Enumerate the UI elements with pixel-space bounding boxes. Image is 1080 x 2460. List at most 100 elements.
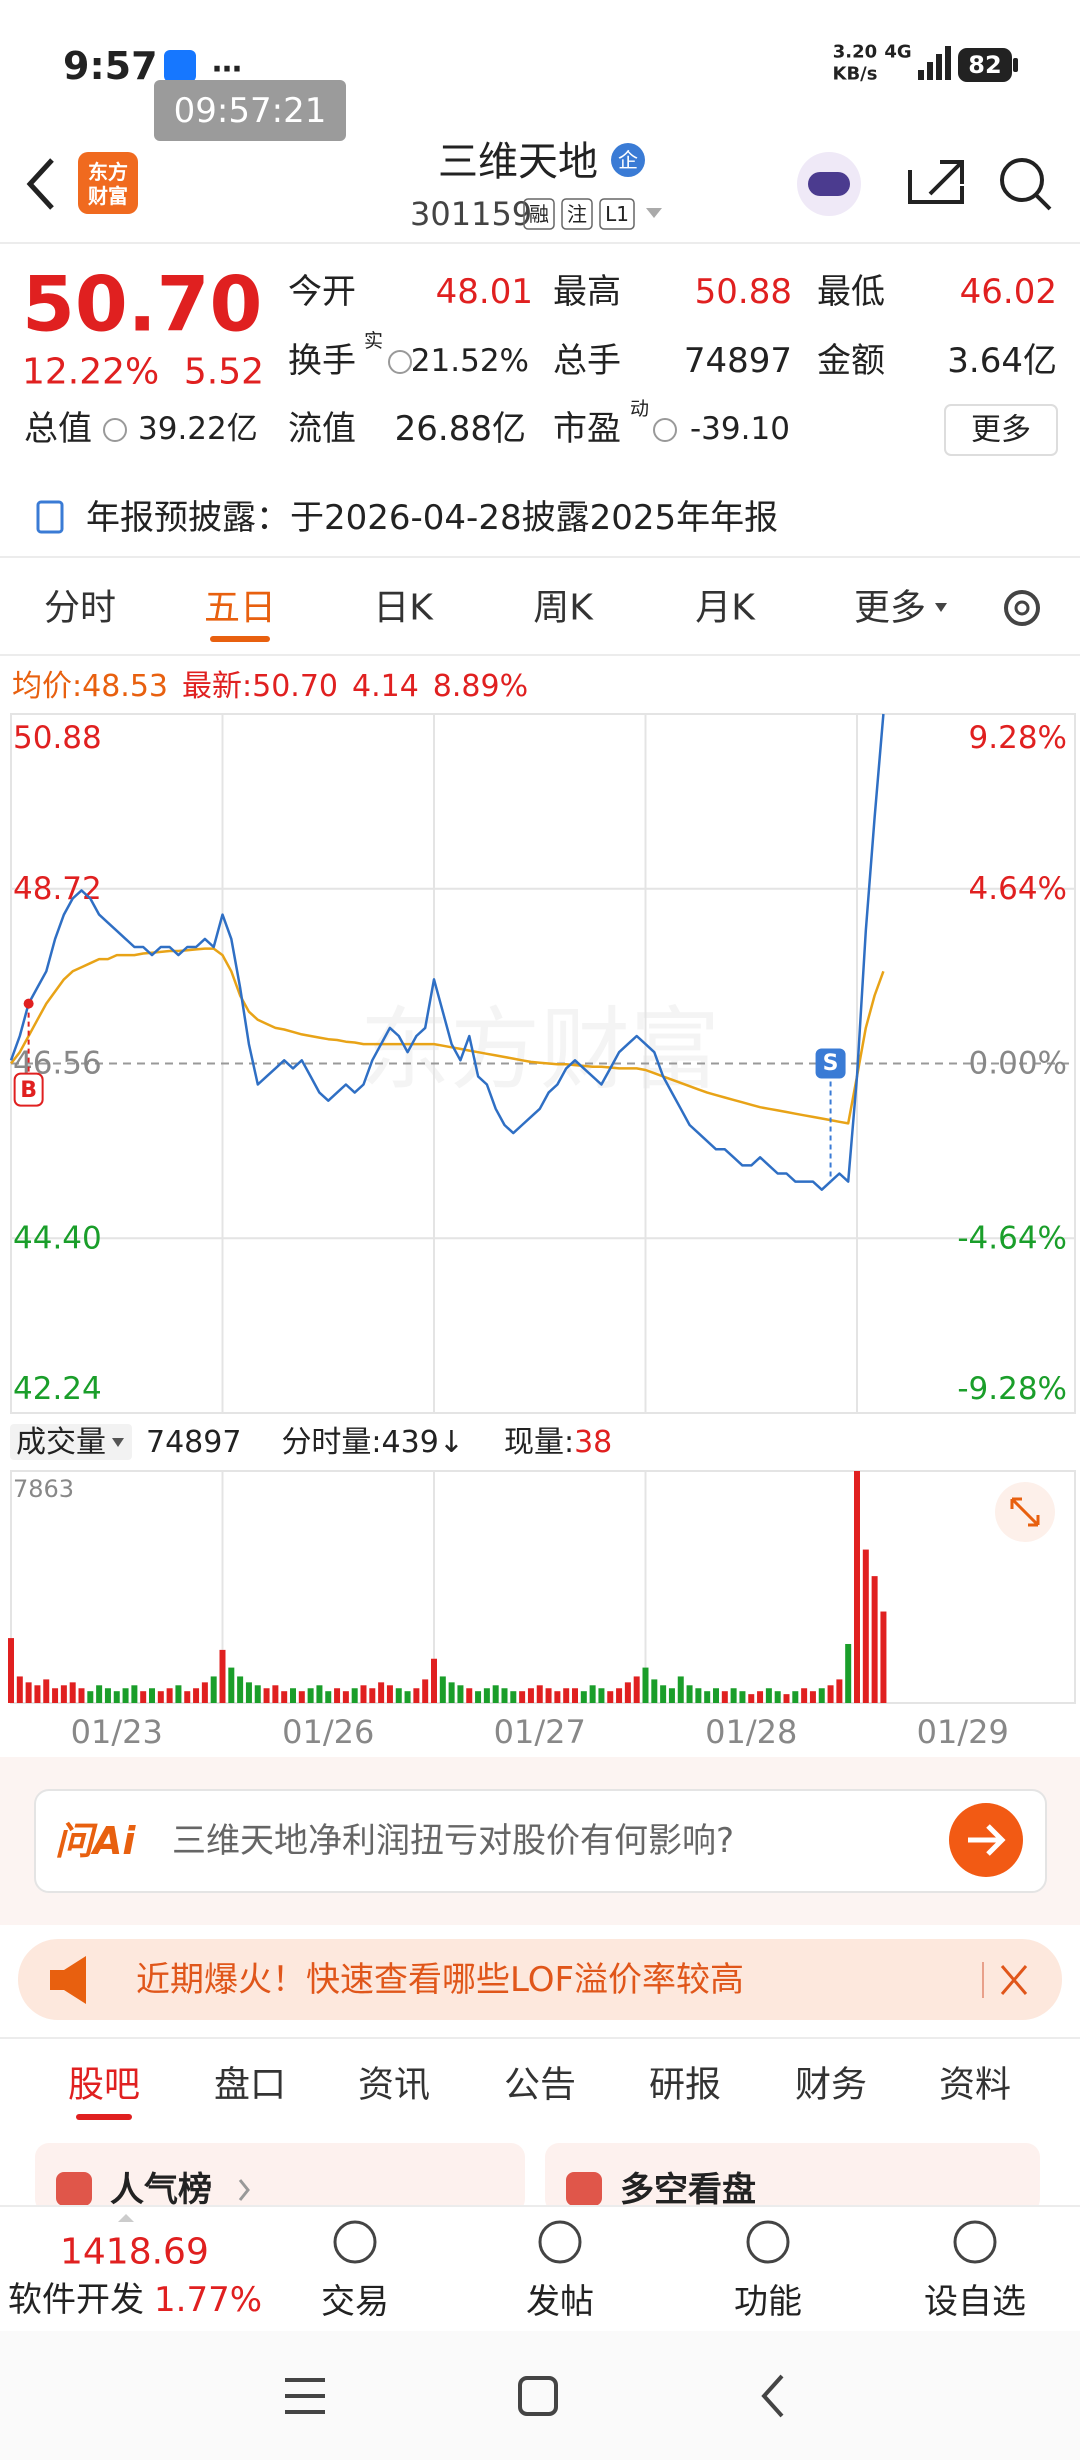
volume-bar: [695, 1688, 702, 1703]
tick-volume: 分时量:439↓: [281, 1425, 464, 1460]
volume-tick-label: 7863: [13, 1475, 74, 1503]
logo-text: 财富: [88, 184, 128, 208]
dropdown-arrow[interactable]: [646, 208, 662, 218]
share-icon[interactable]: [908, 160, 964, 204]
volume-bar: [748, 1694, 755, 1703]
action-icon[interactable]: [333, 2220, 377, 2264]
net-unit: KB/s: [833, 64, 878, 85]
period-tab[interactable]: 分时: [44, 588, 116, 629]
volume-bar: [52, 1688, 59, 1703]
action-icon[interactable]: [953, 2220, 997, 2264]
period-tab[interactable]: 五日: [204, 588, 276, 629]
latest-change: 4.14: [352, 669, 419, 704]
volume-bar: [616, 1688, 623, 1703]
x-tick-label: 01/27: [494, 1713, 586, 1751]
x-tick-label: 01/29: [917, 1713, 1009, 1751]
clock-overlay: [154, 80, 346, 141]
volume-bar: [589, 1685, 596, 1703]
info-icon[interactable]: [103, 418, 127, 442]
more-button[interactable]: [944, 404, 1058, 456]
y-tick-label: 50.88: [13, 720, 102, 756]
action-icon[interactable]: [746, 2220, 790, 2264]
y-tick-label: 48.72: [13, 871, 102, 907]
banner[interactable]: [18, 1939, 1062, 2020]
ai-prompt: 三维天地净利润扭亏对股价有何影响?: [172, 1821, 734, 1861]
nav-home[interactable]: [518, 2376, 558, 2416]
volume-bar: [730, 1688, 737, 1703]
volume-chart: 7863 01/23 01/26 01/27 01/28 01/29: [8, 1470, 1076, 1751]
volume-bar: [219, 1649, 226, 1703]
volume-selector[interactable]: [10, 1424, 132, 1460]
info-icon[interactable]: [388, 350, 412, 374]
section-tab[interactable]: 研报: [649, 2065, 721, 2106]
volume-bar: [527, 1688, 534, 1703]
bottom-bar: [0, 2206, 1080, 2331]
period-tab[interactable]: 日K: [373, 588, 434, 629]
banner-close[interactable]: [1000, 1965, 1028, 1995]
period-tab[interactable]: 更多: [854, 588, 926, 629]
status-time: 9:57: [63, 44, 158, 88]
section-tab[interactable]: 盘口: [214, 2065, 286, 2106]
card[interactable]: [35, 2143, 525, 2213]
volume-bar: [651, 1679, 658, 1703]
stat-label: 总值: [24, 409, 92, 449]
stat-value: 39.22亿: [138, 411, 258, 447]
volume-bar: [254, 1685, 261, 1703]
volume-total: 74897: [146, 1425, 241, 1460]
nav-menu[interactable]: [285, 2378, 325, 2414]
tag-box: [561, 198, 593, 230]
volume-bar: [536, 1685, 543, 1703]
info-icon[interactable]: [653, 418, 677, 442]
volume-bar: [175, 1685, 182, 1703]
volume-bar: [201, 1682, 208, 1703]
section-tab[interactable]: 股吧: [68, 2065, 140, 2106]
card-icon: [56, 2172, 92, 2206]
battery-level: 82: [968, 51, 1001, 79]
period-tab[interactable]: 月K: [695, 588, 756, 629]
volume-header: 成交量 74897 分时量:439↓ 现量:38: [16, 1425, 612, 1460]
stat-value: 46.02: [960, 272, 1057, 312]
volume-bar: [721, 1691, 728, 1703]
period-tab[interactable]: 周K: [533, 588, 594, 629]
y2-tick-label: 4.64%: [969, 871, 1067, 907]
nav-back[interactable]: [761, 2374, 784, 2418]
back-button[interactable]: [26, 158, 54, 210]
badge-text: 企: [618, 148, 638, 172]
sector: 软件开发 1.77%: [8, 2280, 262, 2320]
volume-bar: [448, 1682, 455, 1703]
volume-bar: [122, 1688, 129, 1703]
price: 50.70: [22, 260, 262, 349]
chevron: [238, 2179, 250, 2201]
volume-bar: [739, 1691, 746, 1703]
volume-bar: [404, 1691, 411, 1703]
settings-icon-core: [1014, 600, 1030, 616]
volume-bar: [598, 1688, 605, 1703]
volume-bar: [439, 1676, 446, 1703]
volume-bar: [783, 1694, 790, 1703]
search-icon[interactable]: [1000, 158, 1044, 202]
change: 5.52: [184, 352, 264, 393]
section-tab[interactable]: 公告: [504, 2065, 576, 2106]
section-tab[interactable]: 财务: [795, 2065, 867, 2106]
section-tab[interactable]: 资讯: [358, 2065, 430, 2106]
tab-indicator: [210, 636, 270, 642]
settings-icon[interactable]: [1004, 590, 1040, 626]
ai-box[interactable]: [34, 1789, 1047, 1893]
x-tick-label: 01/26: [282, 1713, 374, 1751]
card-icon: [566, 2172, 602, 2206]
y2-tick-label: 9.28%: [969, 720, 1067, 756]
card[interactable]: [545, 2143, 1040, 2213]
volume-bar: [263, 1688, 270, 1703]
notice[interactable]: 年报预披露：于2026-04-28披露2025年年报: [86, 498, 778, 538]
volume-bar: [854, 1471, 860, 1703]
section-tab[interactable]: 资料: [939, 2065, 1011, 2106]
action-icon[interactable]: [538, 2220, 582, 2264]
volume-bar: [290, 1688, 296, 1703]
action-label: 发帖: [526, 2282, 594, 2322]
volume-bar: [713, 1688, 719, 1703]
volume-bar: [633, 1676, 640, 1703]
volume-bar: [475, 1691, 482, 1703]
banner-text: 近期爆火！快速查看哪些LOF溢价率较高: [136, 1960, 744, 2000]
volume-bar: [25, 1682, 32, 1703]
volume-bar: [554, 1691, 561, 1703]
